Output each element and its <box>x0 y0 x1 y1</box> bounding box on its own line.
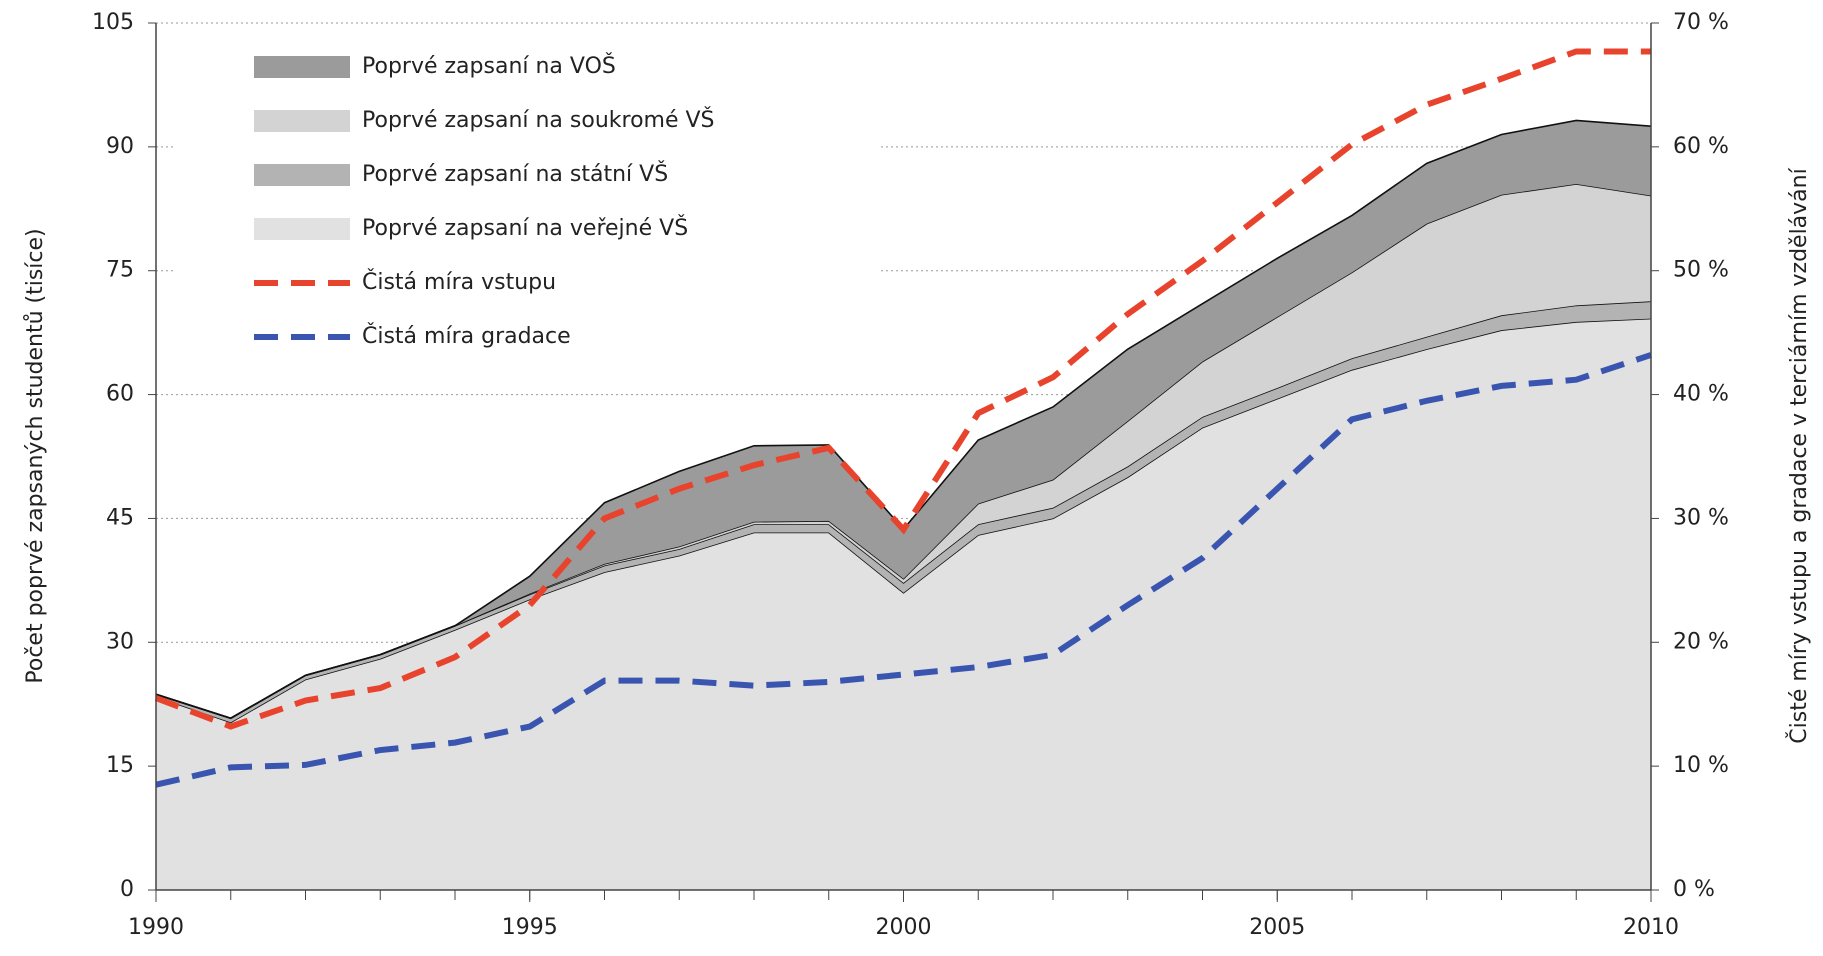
y2-tick-label: 10 % <box>1673 753 1729 778</box>
y-tick-label: 45 <box>106 505 134 530</box>
y2-tick-label: 0 % <box>1673 877 1715 902</box>
axis-layer: 0 15 30 45 60 75 90 105 0 % 10 % 20 % 30 % 40 % 50 % 6… <box>92 10 1729 940</box>
legend: Poprvé zapsaní na VOŠ Poprvé zapsaní na s… <box>174 33 878 363</box>
x-tick-label: 2000 <box>876 915 932 940</box>
legend-swatch <box>254 218 350 240</box>
y2-axis-label: Čisté míry vstupu a gradace v terciárním… <box>1786 167 1812 743</box>
x-tick-label: 2010 <box>1623 915 1679 940</box>
y2-tick-label: 70 % <box>1673 10 1729 35</box>
line-series <box>154 48 1651 730</box>
legend-box <box>174 33 878 363</box>
x-tick-label: 2005 <box>1249 915 1305 940</box>
line-series <box>155 352 1652 788</box>
y2-tick-label: 50 % <box>1673 258 1729 283</box>
legend-label: Čistá míra vstupu <box>362 269 556 295</box>
legend-label: Čistá míra gradace <box>362 323 571 349</box>
y2-tick-label: 30 % <box>1673 505 1729 530</box>
y2-tick-label: 60 % <box>1673 134 1729 159</box>
y-tick-label: 75 <box>106 258 134 283</box>
line-layer <box>154 48 1652 788</box>
area-fill <box>156 318 1651 890</box>
legend-swatch <box>254 56 350 78</box>
y-tick-label: 15 <box>106 753 134 778</box>
y2-tick-label: 20 % <box>1673 629 1729 654</box>
legend-swatch <box>254 164 350 186</box>
y-axis-label: Počet poprvé zapsaných studentů (tisíce) <box>23 228 48 683</box>
y-tick-label: 0 <box>120 877 134 902</box>
y-tick-label: 60 <box>106 382 134 407</box>
x-tick-label: 1990 <box>128 915 184 940</box>
x-tick-label: 1995 <box>502 915 558 940</box>
legend-swatch <box>254 110 350 132</box>
legend-label: Poprvé zapsaní na veřejné VŠ <box>362 215 688 241</box>
y-tick-label: 30 <box>106 629 134 654</box>
y-tick-label: 105 <box>92 10 134 35</box>
y-tick-label: 90 <box>106 134 134 159</box>
area-fill <box>156 120 1651 719</box>
legend-label: Poprvé zapsaní na státní VŠ <box>362 161 668 187</box>
legend-label: Poprvé zapsaní na soukromé VŠ <box>362 107 715 133</box>
y2-tick-label: 40 % <box>1673 382 1729 407</box>
area-layer <box>155 119 1652 890</box>
legend-label: Poprvé zapsaní na VOŠ <box>362 53 616 79</box>
